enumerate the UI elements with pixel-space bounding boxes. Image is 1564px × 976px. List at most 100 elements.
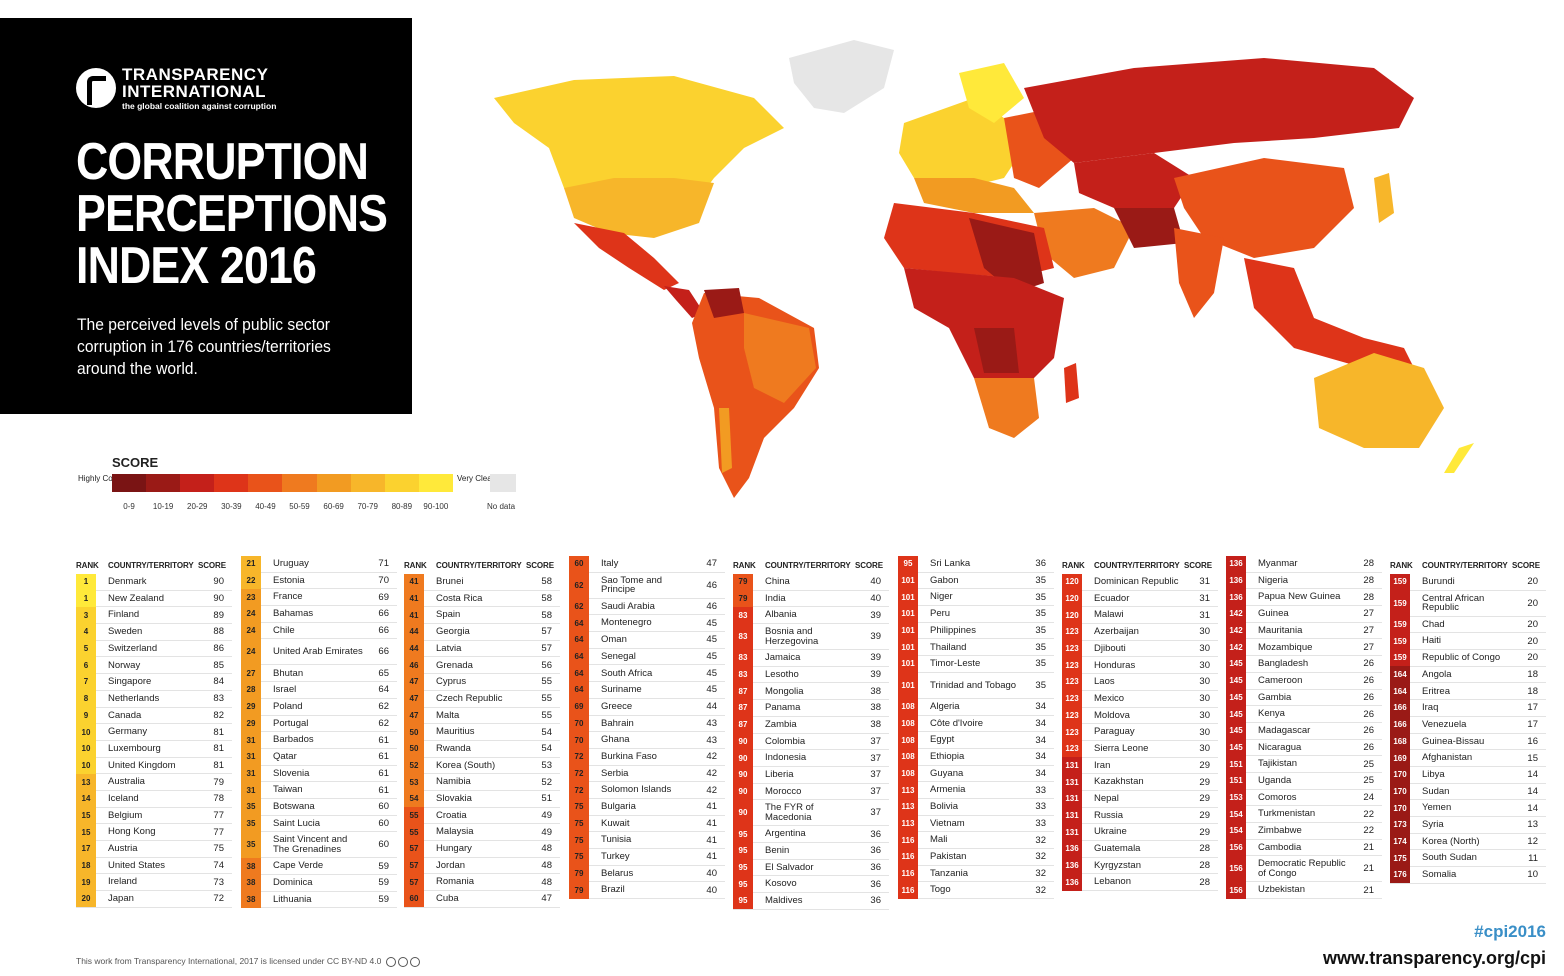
country-name: Ukraine xyxy=(1094,826,1127,838)
legend-swatch xyxy=(350,474,385,492)
map-china xyxy=(1174,158,1354,258)
rank-badge: 136 xyxy=(1062,840,1082,858)
country-name: Kyrgyzstan xyxy=(1094,859,1141,871)
table-row: 136 Nigeria 28 xyxy=(1226,572,1382,590)
rank-badge: 136 xyxy=(1062,873,1082,891)
country-name: Zimbabwe xyxy=(1258,825,1302,837)
country-name: Venezuela xyxy=(1422,718,1467,730)
website-link[interactable]: www.transparency.org/cpi xyxy=(1322,948,1546,968)
table-row: 15 Hong Kong 77 xyxy=(76,823,232,841)
table-row: 136 Papua New Guinea 28 xyxy=(1226,588,1382,607)
score-value: 29 xyxy=(1199,826,1210,838)
rank-badge: 13 xyxy=(76,773,96,791)
map-usa xyxy=(564,178,714,238)
rank-badge: 53 xyxy=(404,773,424,791)
score-value: 65 xyxy=(378,667,389,679)
score-value: 43 xyxy=(706,717,717,729)
score-value: 39 xyxy=(870,669,881,681)
header-rank: RANK xyxy=(733,560,756,570)
table-row: 31 Slovenia 61 xyxy=(241,765,397,783)
country-name: Cape Verde xyxy=(273,860,324,872)
score-value: 12 xyxy=(1527,835,1538,847)
table-row: 35 Botswana 60 xyxy=(241,798,397,816)
table-row: 5 Switzerland 86 xyxy=(76,640,232,658)
score-value: 88 xyxy=(213,626,224,638)
table-row: 57 Romania 48 xyxy=(404,873,560,892)
rank-badge: 166 xyxy=(1390,716,1410,733)
rank-badge: 18 xyxy=(76,857,96,874)
country-name: Bulgaria xyxy=(601,801,636,813)
table-row: 3 Finland 89 xyxy=(76,606,232,625)
table-row: 38 Lithuania 59 xyxy=(241,891,397,909)
score-value: 38 xyxy=(870,702,881,714)
score-value: 58 xyxy=(541,593,552,605)
country-name: Estonia xyxy=(273,574,305,586)
country-name: Gabon xyxy=(930,574,959,586)
rank-badge: 95 xyxy=(733,892,753,910)
title-line-3: INDEX 2016 xyxy=(76,237,317,295)
table-row: 90 The FYR of Macedonia 37 xyxy=(733,799,889,827)
score-value: 27 xyxy=(1363,608,1374,620)
score-value: 27 xyxy=(1363,641,1374,653)
country-name: Philippines xyxy=(930,624,976,636)
table-row: 75 Kuwait 41 xyxy=(569,815,725,833)
table-row: 123 Moldova 30 xyxy=(1062,707,1218,725)
score-value: 45 xyxy=(706,634,717,646)
country-name: South Sudan xyxy=(1422,852,1477,864)
table-row: 123 Mexico 30 xyxy=(1062,690,1218,708)
table-row: 22 Estonia 70 xyxy=(241,572,397,590)
rank-badge: 10 xyxy=(76,723,96,741)
country-name: Malawi xyxy=(1094,609,1124,621)
map-drc xyxy=(974,328,1019,373)
score-value: 89 xyxy=(213,609,224,621)
score-value: 20 xyxy=(1527,597,1538,609)
table-row: 95 El Salvador 36 xyxy=(733,859,889,877)
rank-badge: 17 xyxy=(76,840,96,858)
ranking-column: 95 Sri Lanka 36 101 Gabon 35 101 Niger 35 101 Peru… xyxy=(898,555,1054,900)
table-row: 108 Ethiopia 34 xyxy=(898,748,1054,766)
map-central-america xyxy=(664,286,704,318)
country-name: Maldives xyxy=(765,895,803,907)
table-row: 90 Liberia 37 xyxy=(733,766,889,784)
table-row: 44 Georgia 57 xyxy=(404,623,560,641)
country-name: Netherlands xyxy=(108,692,160,704)
country-name: Senegal xyxy=(601,650,636,662)
country-name: Thailand xyxy=(930,641,967,653)
country-name: Brunei xyxy=(436,576,464,588)
rank-badge: 90 xyxy=(733,749,753,767)
table-header: RANK COUNTRY/TERRITORY SCORE xyxy=(1390,556,1546,574)
country-name: Malta xyxy=(436,709,460,721)
table-row: 60 Italy 47 xyxy=(569,555,725,573)
score-value: 20 xyxy=(1527,619,1538,631)
score-value: 41 xyxy=(706,817,717,829)
header-score: SCORE xyxy=(1184,560,1212,570)
table-row: 13 Australia 79 xyxy=(76,773,232,791)
rank-badge: 123 xyxy=(1062,673,1082,691)
legend-range-label: 60-69 xyxy=(323,502,344,511)
country-name: Myanmar xyxy=(1258,558,1298,570)
table-row: 24 Bahamas 66 xyxy=(241,605,397,623)
score-value: 61 xyxy=(378,751,389,763)
cc-by-icon xyxy=(397,956,408,967)
header-country: COUNTRY/TERRITORY xyxy=(436,560,522,570)
score-value: 55 xyxy=(541,693,552,705)
rank-badge: 154 xyxy=(1226,822,1246,840)
country-name: Serbia xyxy=(601,767,629,779)
legend-swatch xyxy=(112,474,147,492)
header-score: SCORE xyxy=(855,560,883,570)
country-name: Ethiopia xyxy=(930,750,965,762)
rank-badge: 27 xyxy=(241,664,261,682)
rank-badge: 23 xyxy=(241,588,261,606)
legend-swatch xyxy=(384,474,419,492)
table-header: RANK COUNTRY/TERRITORY SCORE xyxy=(404,556,560,574)
score-value: 42 xyxy=(706,751,717,763)
score-value: 41 xyxy=(706,801,717,813)
rank-badge: 159 xyxy=(1390,632,1410,650)
table-row: 53 Namibia 52 xyxy=(404,773,560,791)
score-value: 38 xyxy=(870,685,881,697)
table-row: 131 Iran 29 xyxy=(1062,757,1218,775)
table-row: 28 Israel 64 xyxy=(241,681,397,699)
country-name: Yemen xyxy=(1422,802,1452,814)
hashtag: #cpi2016 xyxy=(1474,922,1546,941)
rank-badge: 123 xyxy=(1062,690,1082,707)
